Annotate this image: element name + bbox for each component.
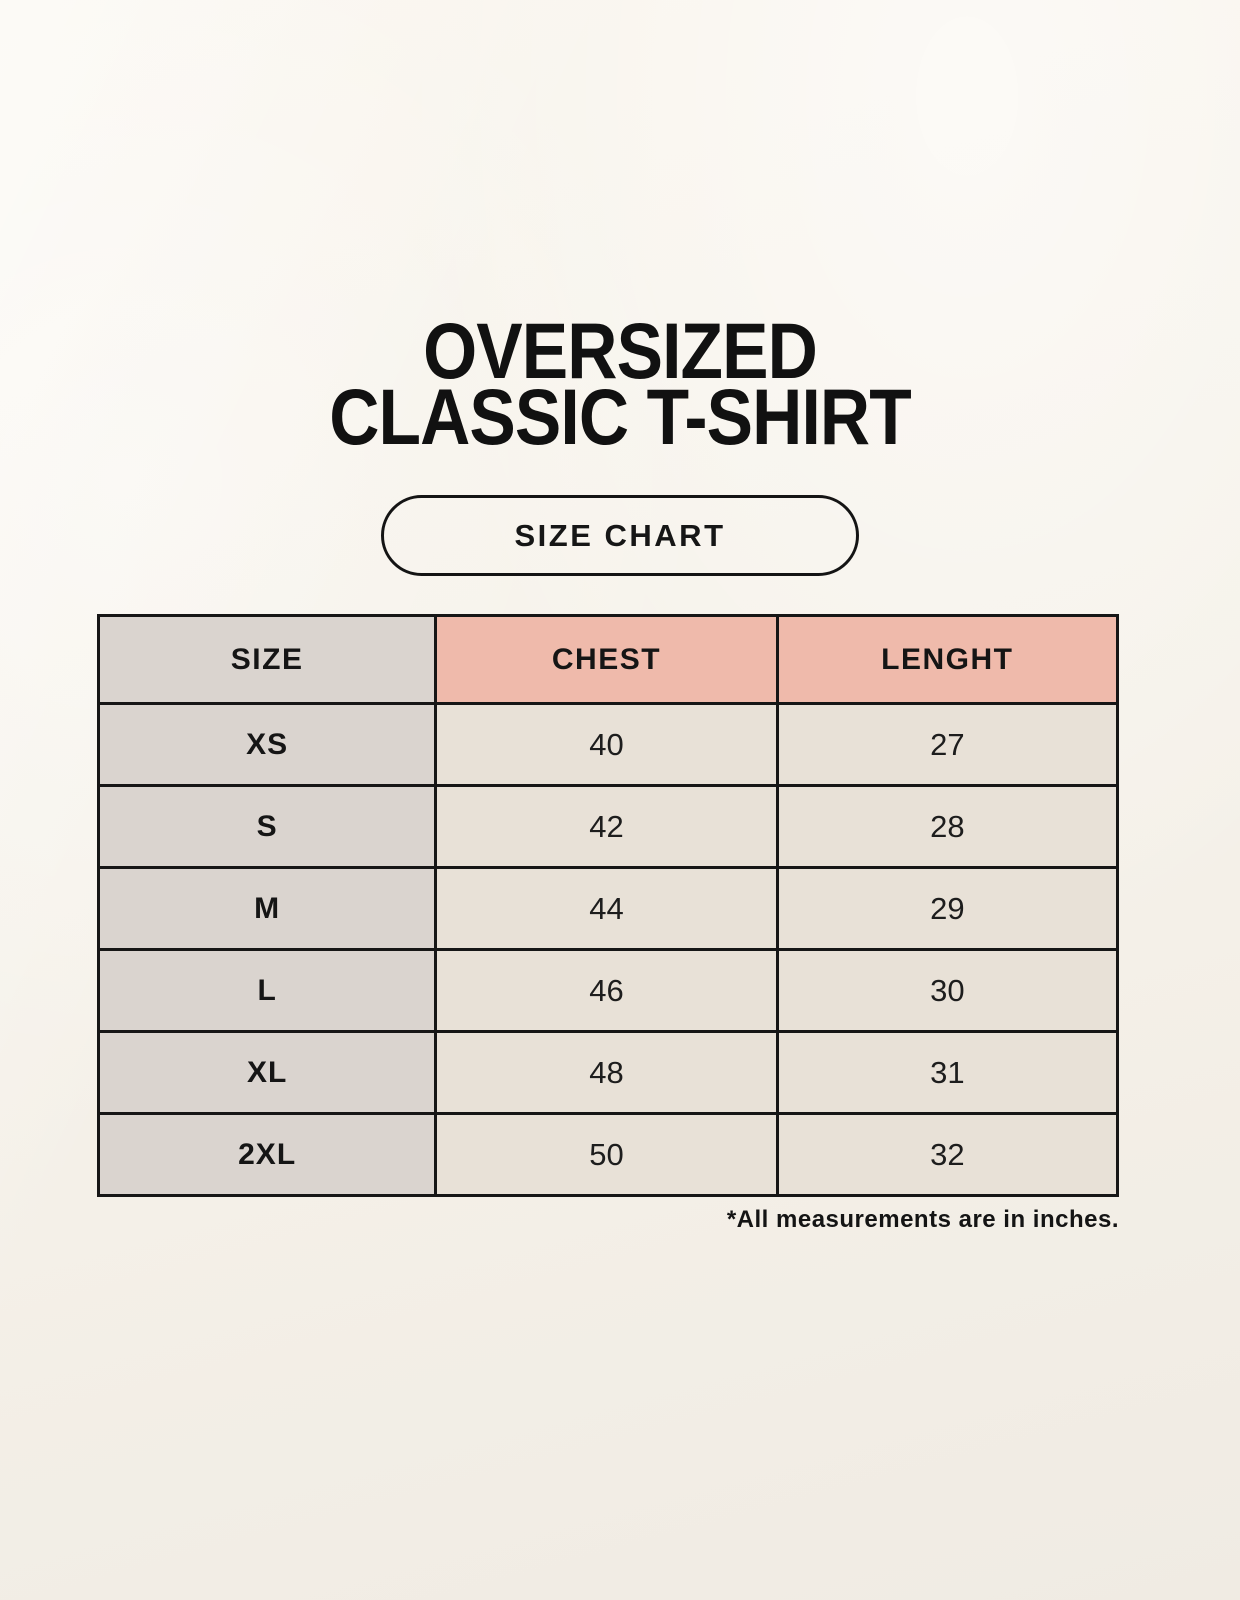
page-title: OVERSIZED CLASSIC T-SHIRT <box>74 0 1165 456</box>
size-chart-badge[interactable]: SIZE CHART <box>381 495 859 576</box>
column-header-length: LENGHT <box>775 614 1120 705</box>
chest-cell: 40 <box>434 702 779 787</box>
size-cell: XL <box>96 1030 438 1115</box>
page-title-line1: OVERSIZED <box>423 306 818 395</box>
table-row: L 46 30 <box>96 948 1120 1033</box>
length-cell: 29 <box>775 866 1120 951</box>
size-chart-table: SIZE CHEST LENGHT XS 40 27 S 42 28 M 44 … <box>96 614 1120 1197</box>
table-row: 2XL 50 32 <box>96 1112 1120 1197</box>
length-cell: 30 <box>775 948 1120 1033</box>
length-cell: 27 <box>775 702 1120 787</box>
chest-cell: 42 <box>434 784 779 869</box>
table-row: XL 48 31 <box>96 1030 1120 1115</box>
chest-cell: 50 <box>434 1112 779 1197</box>
size-cell: L <box>96 948 438 1033</box>
size-chart-badge-label: SIZE CHART <box>514 517 726 553</box>
chest-cell: 44 <box>434 866 779 951</box>
table-row: S 42 28 <box>96 784 1120 869</box>
table-header-row: SIZE CHEST LENGHT <box>96 614 1120 705</box>
table-row: M 44 29 <box>96 866 1120 951</box>
chest-cell: 46 <box>434 948 779 1033</box>
length-cell: 31 <box>775 1030 1120 1115</box>
size-cell: M <box>96 866 438 951</box>
table-row: XS 40 27 <box>96 702 1120 787</box>
length-cell: 28 <box>775 784 1120 869</box>
length-cell: 32 <box>775 1112 1120 1197</box>
column-header-chest: CHEST <box>434 614 779 705</box>
column-header-size: SIZE <box>96 614 438 705</box>
size-cell: 2XL <box>96 1112 438 1197</box>
chest-cell: 48 <box>434 1030 779 1115</box>
size-cell: XS <box>96 702 438 787</box>
size-cell: S <box>96 784 438 869</box>
page-title-line2: CLASSIC T-SHIRT <box>329 372 911 461</box>
measurements-footnote: *All measurements are in inches. <box>726 1206 1119 1233</box>
